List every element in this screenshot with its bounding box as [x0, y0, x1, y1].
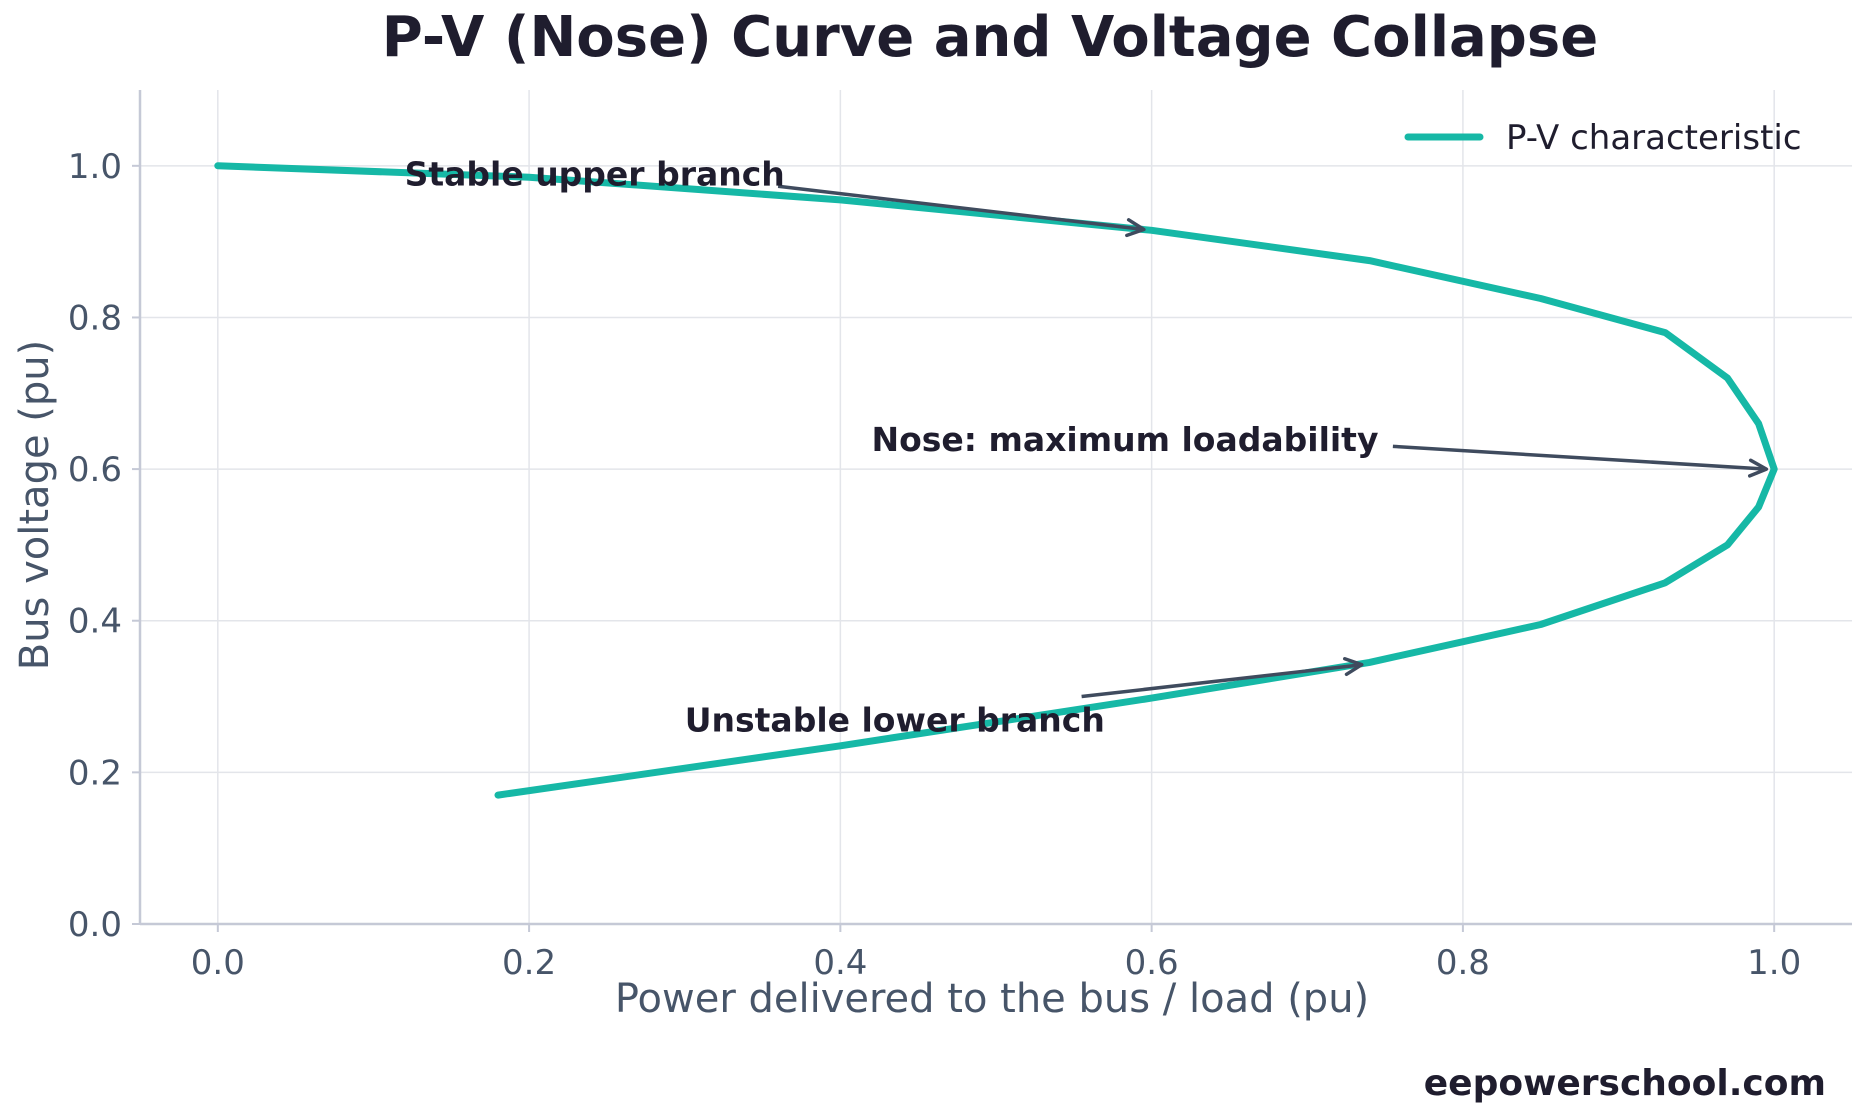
- annotation-arrowhead: [1125, 218, 1146, 238]
- annotation-label: Nose: maximum loadability: [871, 420, 1378, 459]
- annotation-label: Unstable lower branch: [685, 700, 1105, 739]
- x-tick-label: 0.4: [813, 943, 867, 983]
- annotation-arrow: [1081, 662, 1362, 699]
- x-axis-label: Power delivered to the bus / load (pu): [615, 976, 1369, 1022]
- legend: P-V characteristic: [1404, 118, 1802, 158]
- y-tick-label: 0.8: [68, 298, 122, 338]
- y-tick-label: 0.4: [68, 602, 122, 642]
- x-tick-label: 1.0: [1747, 943, 1801, 983]
- y-axis-label: Bus voltage (pu): [12, 340, 58, 670]
- x-tick-label: 0.6: [1125, 943, 1179, 983]
- annotation-arrow: [1392, 444, 1767, 471]
- chart-title: P-V (Nose) Curve and Voltage Collapse: [382, 5, 1598, 70]
- y-tick-label: 0.2: [68, 753, 122, 793]
- y-tick-label: 0.6: [68, 450, 122, 490]
- watermark: eepowerschool.com: [1424, 1063, 1826, 1104]
- x-tick-label: 0.8: [1436, 943, 1490, 983]
- x-tick-label: 0.0: [191, 943, 245, 983]
- y-tick-label: 0.0: [68, 905, 122, 945]
- y-tick-label: 1.0: [68, 147, 122, 187]
- annotations: Stable upper branch Nose: maximum loadabi…: [405, 154, 1769, 739]
- axes: 0.0 0.2 0.4 0.6 0.8 1.0 0.0 0.2 0.4 0.6 0.8 1.0: [68, 90, 1852, 983]
- annotation-arrow: [777, 184, 1145, 232]
- x-tick-label: 0.2: [502, 943, 556, 983]
- legend-label: P-V characteristic: [1506, 118, 1802, 158]
- annotation-arrowhead: [1343, 657, 1364, 677]
- annotation-arrowhead: [1747, 458, 1769, 478]
- annotation-label: Stable upper branch: [405, 154, 785, 193]
